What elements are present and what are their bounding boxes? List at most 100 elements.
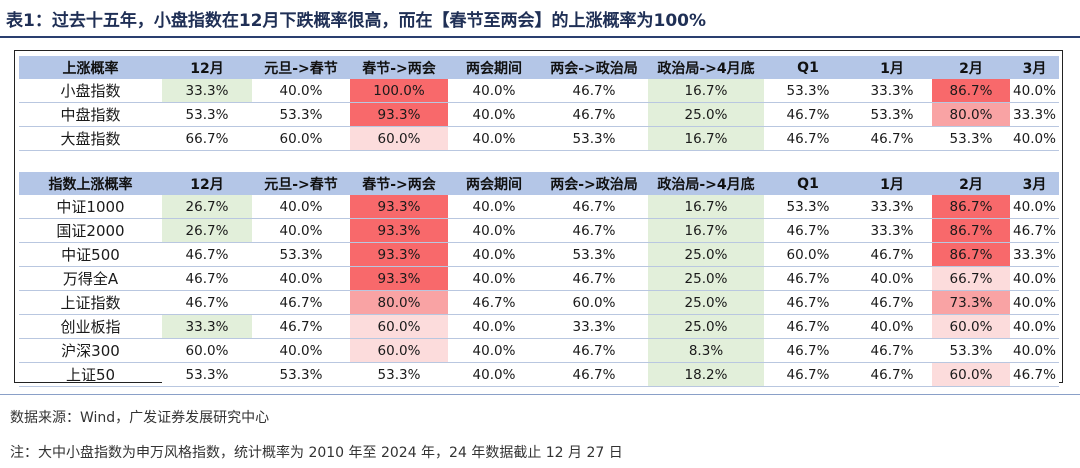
probability-cell: 18.2% — [648, 362, 764, 387]
probability-cell: 46.7% — [852, 338, 932, 363]
table-row: 沪深300 60.0% 40.0% 60.0% 40.0% 46.7% 8.3% 46.7% 4… — [19, 338, 1059, 363]
probability-cell: 40.0% — [1010, 79, 1059, 103]
probability-cell: 93.3% — [350, 242, 448, 267]
probability-cell: 53.3% — [764, 195, 852, 219]
probability-cell: 53.3% — [540, 126, 648, 151]
table1-column-header: 1月 — [852, 56, 932, 79]
probability-cell: 60.0% — [252, 126, 350, 151]
probability-cell: 40.0% — [448, 338, 540, 363]
probability-cell: 86.7% — [932, 195, 1010, 219]
probability-cell: 46.7% — [764, 266, 852, 291]
probability-cell: 40.0% — [1010, 266, 1059, 291]
probability-cell: 53.3% — [162, 102, 252, 127]
row-label: 国证2000 — [19, 218, 162, 243]
probability-cell: 40.0% — [252, 338, 350, 363]
probability-cell: 86.7% — [932, 242, 1010, 267]
probability-cell: 46.7% — [252, 314, 350, 339]
probability-cell: 33.3% — [162, 314, 252, 339]
probability-cell: 40.0% — [252, 218, 350, 243]
row-label: 上证50 — [19, 362, 162, 387]
probability-cell: 16.7% — [648, 218, 764, 243]
row-label: 万得全A — [19, 266, 162, 291]
table1-column-header: 3月 — [1010, 56, 1059, 79]
probability-cell: 33.3% — [162, 79, 252, 103]
row-label: 大盘指数 — [19, 126, 162, 151]
probability-cell: 33.3% — [852, 79, 932, 103]
table1-column-header: 2月 — [932, 56, 1010, 79]
probability-cell: 93.3% — [350, 195, 448, 219]
table2-column-header: 12月 — [162, 172, 252, 195]
probability-cell: 33.3% — [540, 314, 648, 339]
probability-cell: 46.7% — [852, 362, 932, 387]
probability-cell: 8.3% — [648, 338, 764, 363]
row-label: 创业板指 — [19, 314, 162, 339]
probability-cell: 53.3% — [162, 362, 252, 387]
probability-cell: 46.7% — [540, 79, 648, 103]
table2-column-header: Q1 — [764, 172, 852, 195]
table2-column-header: 元旦->春节 — [252, 172, 350, 195]
footer: 数据来源：Wind，广发证券发展研究中心 注：大中小盘指数为申万风格指数，统计概… — [0, 394, 1080, 468]
table-row: 中盘指数 53.3% 53.3% 93.3% 40.0% 46.7% 25.0% 46.7% 5… — [19, 102, 1059, 127]
probability-cell: 26.7% — [162, 218, 252, 243]
probability-cell: 26.7% — [162, 195, 252, 219]
probability-cell: 53.3% — [540, 242, 648, 267]
probability-cell: 33.3% — [1010, 102, 1059, 127]
probability-cell: 25.0% — [648, 314, 764, 339]
probability-cell: 46.7% — [448, 290, 540, 315]
probability-cell: 16.7% — [648, 79, 764, 103]
probability-cell: 46.7% — [162, 242, 252, 267]
probability-cell: 46.7% — [540, 362, 648, 387]
table1-header-label: 上涨概率 — [19, 56, 162, 79]
probability-cell: 93.3% — [350, 218, 448, 243]
probability-cell: 80.0% — [932, 102, 1010, 127]
table2-column-header: 两会期间 — [448, 172, 540, 195]
footnote: 注：大中小盘指数为申万风格指数，统计概率为 2010 年至 2024 年，24 … — [10, 445, 623, 461]
probability-cell: 46.7% — [764, 314, 852, 339]
probability-cell: 93.3% — [350, 266, 448, 291]
probability-cell: 46.7% — [1010, 218, 1059, 243]
table1-column-header: 12月 — [162, 56, 252, 79]
probability-cell: 40.0% — [1010, 126, 1059, 151]
row-label: 上证指数 — [19, 290, 162, 315]
probability-cell: 60.0% — [350, 126, 448, 151]
table-title-bar: 表1：过去十五年，小盘指数在12月下跌概率很高，而在【春节至两会】的上涨概率为1… — [0, 0, 1080, 38]
probability-cell: 40.0% — [252, 79, 350, 103]
table1-column-header: 政治局->4月底 — [648, 56, 764, 79]
probability-cell: 25.0% — [648, 102, 764, 127]
probability-cell: 40.0% — [852, 266, 932, 291]
probability-cell: 40.0% — [448, 314, 540, 339]
probability-cell: 53.3% — [764, 79, 852, 103]
probability-cell: 46.7% — [540, 195, 648, 219]
probability-cell: 53.3% — [252, 242, 350, 267]
probability-cell: 25.0% — [648, 266, 764, 291]
probability-cell: 60.0% — [350, 338, 448, 363]
probability-cell: 80.0% — [350, 290, 448, 315]
row-label: 小盘指数 — [19, 79, 162, 103]
table1-column-header: 两会期间 — [448, 56, 540, 79]
probability-cell: 60.0% — [350, 314, 448, 339]
probability-cell: 60.0% — [162, 338, 252, 363]
probability-cell: 25.0% — [648, 290, 764, 315]
probability-cell: 46.7% — [540, 218, 648, 243]
source-note: 数据来源：Wind，广发证券发展研究中心 — [10, 410, 270, 426]
probability-cell: 40.0% — [1010, 195, 1059, 219]
probability-cell: 33.3% — [852, 218, 932, 243]
table2-column-header: 春节->两会 — [350, 172, 448, 195]
probability-cell: 40.0% — [852, 314, 932, 339]
probability-cell: 40.0% — [448, 195, 540, 219]
probability-cell: 46.7% — [1010, 362, 1059, 387]
probability-cell: 33.3% — [1010, 242, 1059, 267]
probability-cell: 16.7% — [648, 126, 764, 151]
table-row: 万得全A 46.7% 40.0% 93.3% 40.0% 46.7% 25.0% 46.7% 4… — [19, 266, 1059, 291]
probability-cell: 46.7% — [162, 266, 252, 291]
probability-cell: 46.7% — [764, 218, 852, 243]
probability-cell: 40.0% — [1010, 290, 1059, 315]
probability-cell: 46.7% — [764, 338, 852, 363]
probability-cell: 46.7% — [852, 290, 932, 315]
probability-cell: 53.3% — [350, 362, 448, 387]
row-label: 中证1000 — [19, 195, 162, 219]
probability-cell: 40.0% — [448, 126, 540, 151]
table1-column-header: Q1 — [764, 56, 852, 79]
style-index-table: 上涨概率 12月 元旦->春节 春节->两会 两会期间 两会->政治局 政治局->4月底 Q1… — [19, 56, 1059, 151]
probability-cell: 46.7% — [764, 290, 852, 315]
